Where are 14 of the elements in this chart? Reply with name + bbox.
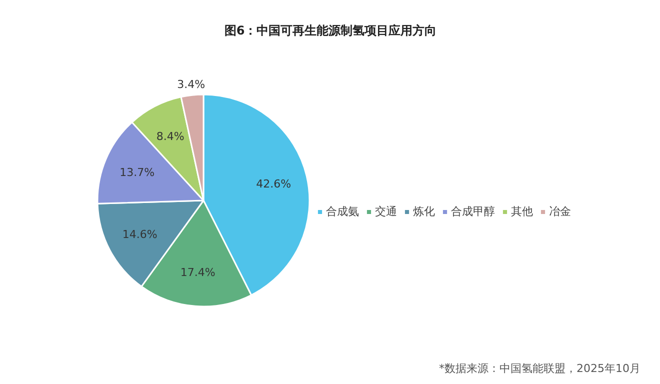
data-label: 42.6% <box>256 177 292 190</box>
data-label: 17.4% <box>180 266 216 279</box>
data-label: 13.7% <box>120 166 155 179</box>
legend-label: 合成氨 <box>326 204 359 219</box>
data-label: 8.4% <box>156 130 184 143</box>
legend-label: 交通 <box>375 204 397 219</box>
legend-label: 冶金 <box>549 204 571 219</box>
text: *数据来源：中国氢能联盟，2025年10月 <box>439 362 641 375</box>
chart-title: 图6：中国可再生能源制氢项目应用方向 <box>224 24 437 38</box>
data-label: 3.4% <box>177 78 206 92</box>
legend-label: 其他 <box>511 204 533 219</box>
data-label: 14.6% <box>122 228 158 241</box>
legend-label: 合成甲醇 <box>451 204 495 219</box>
legend-label: 炼化 <box>413 204 435 219</box>
